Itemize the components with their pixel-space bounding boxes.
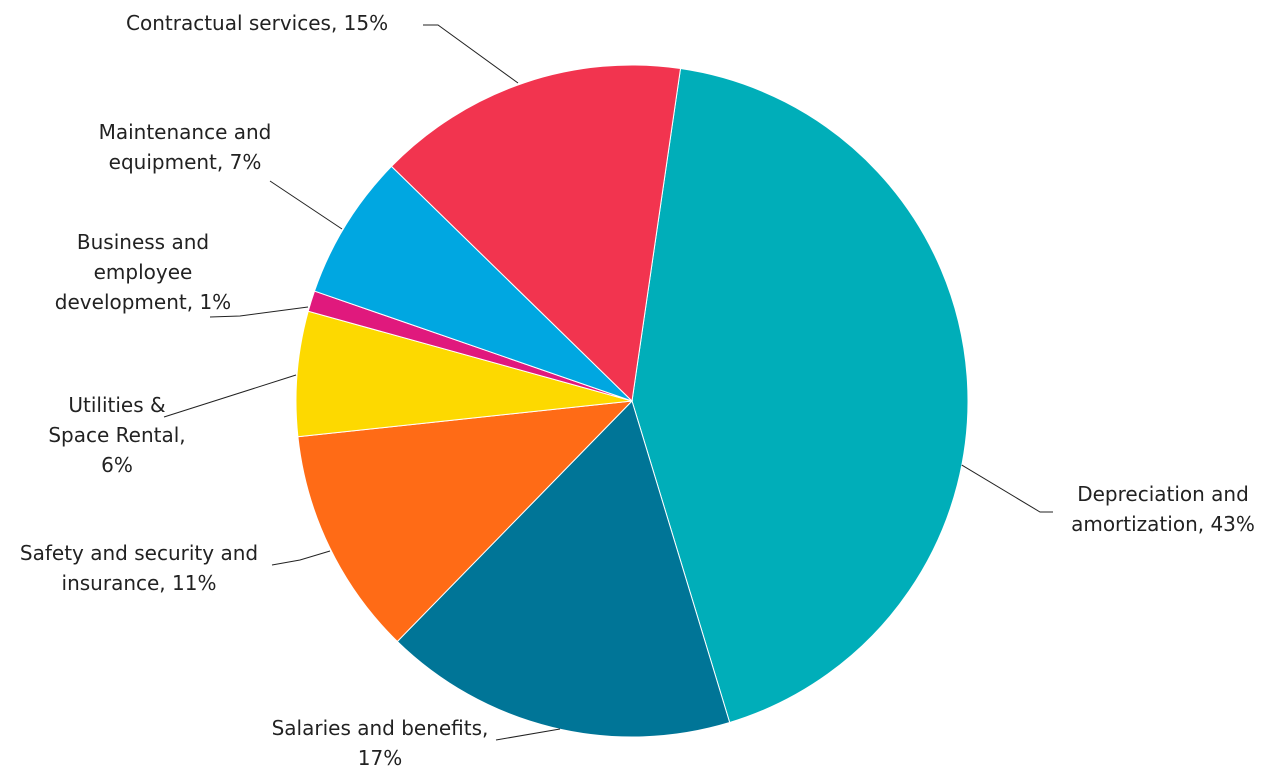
leader-line xyxy=(423,24,519,84)
pie-slice-contractual-services xyxy=(390,64,682,403)
slice-label: Safety and security and insurance, 11% xyxy=(20,541,258,595)
slice-label: Maintenance and equipment, 7% xyxy=(99,120,272,174)
leader-line xyxy=(209,306,309,318)
pie-slices xyxy=(295,64,969,738)
pie-slice-utilities-space-rental xyxy=(295,310,633,438)
pie-slice-depreciation-and-amortization xyxy=(631,67,969,724)
slice-labels: Depreciation and amortization, 43% Salarie… xyxy=(20,11,1255,769)
slice-label-line: insurance, 11% xyxy=(62,571,217,595)
leader-line xyxy=(961,464,1053,513)
leader-line xyxy=(271,550,331,566)
leader-line xyxy=(163,374,297,418)
leader-lines xyxy=(163,24,1053,741)
leader-line xyxy=(269,180,343,230)
slice-label-line: Business and xyxy=(77,230,209,254)
slice-label-line: Space Rental, xyxy=(48,423,185,447)
slice-label-line: Utilities & xyxy=(68,393,165,417)
slice-label-line: Safety and security and xyxy=(20,541,258,565)
slice-label: Contractual services, 15% xyxy=(126,11,388,35)
slice-label-line: Depreciation and xyxy=(1077,482,1249,506)
pie-slice-safety-and-security-and-insurance xyxy=(297,400,634,643)
slice-label: Salaries and benefits, 17% xyxy=(272,716,489,769)
slice-label-line: employee xyxy=(94,260,193,284)
leader-line xyxy=(495,728,561,741)
slice-label-line: 6% xyxy=(101,453,133,477)
slice-label-line: development, 1% xyxy=(55,290,231,314)
slice-label-line: Maintenance and xyxy=(99,120,272,144)
pie-slice-maintenance-and-equipment xyxy=(313,165,633,402)
slice-label: Utilities & Space Rental, 6% xyxy=(48,393,185,477)
slice-label-line: amortization, 43% xyxy=(1071,512,1255,536)
slice-label: Depreciation and amortization, 43% xyxy=(1071,482,1255,536)
slice-label-line: Contractual services, 15% xyxy=(126,11,388,35)
pie-slice-salaries-and-benefits xyxy=(396,400,731,738)
slice-label-line: equipment, 7% xyxy=(109,150,262,174)
slice-label: Business and employee development, 1% xyxy=(55,230,231,314)
slice-label-line: 17% xyxy=(358,746,402,769)
slice-label-line: Salaries and benefits, xyxy=(272,716,489,740)
